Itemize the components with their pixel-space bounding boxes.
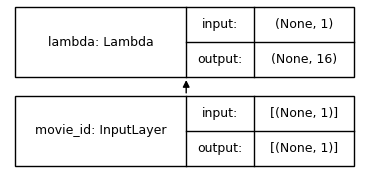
- Text: output:: output:: [197, 53, 243, 66]
- Text: lambda: Lambda: lambda: Lambda: [48, 36, 154, 49]
- Text: input:: input:: [202, 107, 238, 120]
- Text: (None, 1): (None, 1): [275, 18, 333, 31]
- Text: [(None, 1)]: [(None, 1)]: [270, 107, 338, 120]
- Text: input:: input:: [202, 18, 238, 31]
- Text: movie_id: InputLayer: movie_id: InputLayer: [35, 124, 166, 137]
- Text: [(None, 1)]: [(None, 1)]: [270, 142, 338, 155]
- Text: (None, 16): (None, 16): [271, 53, 337, 66]
- Bar: [15, 7, 354, 77]
- Text: output:: output:: [197, 142, 243, 155]
- Bar: [15, 96, 354, 166]
